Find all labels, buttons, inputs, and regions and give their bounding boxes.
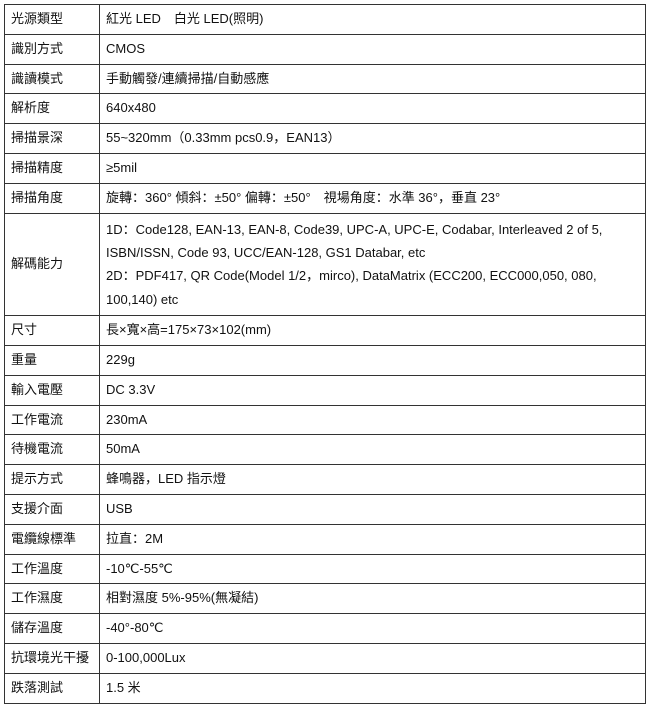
spec-label: 跌落測試: [5, 673, 100, 703]
table-row: 儲存溫度-40°-80℃: [5, 614, 646, 644]
spec-value: 相對濕度 5%-95%(無凝結): [100, 584, 646, 614]
table-row: 工作電流230mA: [5, 405, 646, 435]
spec-value: 手動觸發/連續掃描/自動感應: [100, 64, 646, 94]
spec-value: -40°-80℃: [100, 614, 646, 644]
spec-value: 1.5 米: [100, 673, 646, 703]
spec-label: 工作電流: [5, 405, 100, 435]
table-row: 待機電流50mA: [5, 435, 646, 465]
spec-label: 解析度: [5, 94, 100, 124]
spec-label: 工作溫度: [5, 554, 100, 584]
table-row: 抗環境光干擾0-100,000Lux: [5, 643, 646, 673]
spec-label: 儲存溫度: [5, 614, 100, 644]
spec-label: 待機電流: [5, 435, 100, 465]
spec-value: 拉直：2M: [100, 524, 646, 554]
spec-table: 光源類型紅光 LED 白光 LED(照明)識別方式CMOS識讀模式手動觸發/連續…: [4, 4, 646, 704]
table-row: 識讀模式手動觸發/連續掃描/自動感應: [5, 64, 646, 94]
spec-label: 重量: [5, 345, 100, 375]
spec-value: 0-100,000Lux: [100, 643, 646, 673]
spec-value: -10℃-55℃: [100, 554, 646, 584]
table-row: 工作濕度相對濕度 5%-95%(無凝結): [5, 584, 646, 614]
table-row: 掃描精度≥5mil: [5, 153, 646, 183]
table-row: 電纜線標準拉直：2M: [5, 524, 646, 554]
spec-label: 輸入電壓: [5, 375, 100, 405]
spec-label: 掃描角度: [5, 183, 100, 213]
table-row: 輸入電壓DC 3.3V: [5, 375, 646, 405]
table-row: 識別方式CMOS: [5, 34, 646, 64]
spec-label: 掃描精度: [5, 153, 100, 183]
spec-label: 識讀模式: [5, 64, 100, 94]
spec-label: 支援介面: [5, 494, 100, 524]
table-row: 解碼能力1D：Code128, EAN-13, EAN-8, Code39, U…: [5, 213, 646, 316]
spec-label: 抗環境光干擾: [5, 643, 100, 673]
spec-value: 1D：Code128, EAN-13, EAN-8, Code39, UPC-A…: [100, 213, 646, 316]
spec-value: 長×寬×高=175×73×102(mm): [100, 316, 646, 346]
spec-value: 640x480: [100, 94, 646, 124]
spec-label: 提示方式: [5, 465, 100, 495]
table-row: 支援介面USB: [5, 494, 646, 524]
spec-label: 掃描景深: [5, 124, 100, 154]
spec-label: 解碼能力: [5, 213, 100, 316]
table-row: 跌落測試1.5 米: [5, 673, 646, 703]
spec-label: 電纜線標準: [5, 524, 100, 554]
spec-label: 尺寸: [5, 316, 100, 346]
table-row: 提示方式蜂鳴器，LED 指示燈: [5, 465, 646, 495]
table-row: 光源類型紅光 LED 白光 LED(照明): [5, 5, 646, 35]
spec-value: 50mA: [100, 435, 646, 465]
table-row: 解析度640x480: [5, 94, 646, 124]
spec-value: 230mA: [100, 405, 646, 435]
table-row: 掃描景深55~320mm（0.33mm pcs0.9，EAN13）: [5, 124, 646, 154]
spec-value: 55~320mm（0.33mm pcs0.9，EAN13）: [100, 124, 646, 154]
spec-value: 旋轉：360° 傾斜：±50° 偏轉：±50° 視場角度：水準 36°，垂直 2…: [100, 183, 646, 213]
spec-value: CMOS: [100, 34, 646, 64]
spec-value: 紅光 LED 白光 LED(照明): [100, 5, 646, 35]
table-row: 工作溫度-10℃-55℃: [5, 554, 646, 584]
spec-label: 工作濕度: [5, 584, 100, 614]
table-row: 尺寸長×寬×高=175×73×102(mm): [5, 316, 646, 346]
spec-table-body: 光源類型紅光 LED 白光 LED(照明)識別方式CMOS識讀模式手動觸發/連續…: [5, 5, 646, 704]
spec-label: 光源類型: [5, 5, 100, 35]
table-row: 重量229g: [5, 345, 646, 375]
spec-label: 識別方式: [5, 34, 100, 64]
spec-value: ≥5mil: [100, 153, 646, 183]
spec-value: USB: [100, 494, 646, 524]
table-row: 掃描角度旋轉：360° 傾斜：±50° 偏轉：±50° 視場角度：水準 36°，…: [5, 183, 646, 213]
spec-value: 蜂鳴器，LED 指示燈: [100, 465, 646, 495]
spec-value: DC 3.3V: [100, 375, 646, 405]
spec-value: 229g: [100, 345, 646, 375]
